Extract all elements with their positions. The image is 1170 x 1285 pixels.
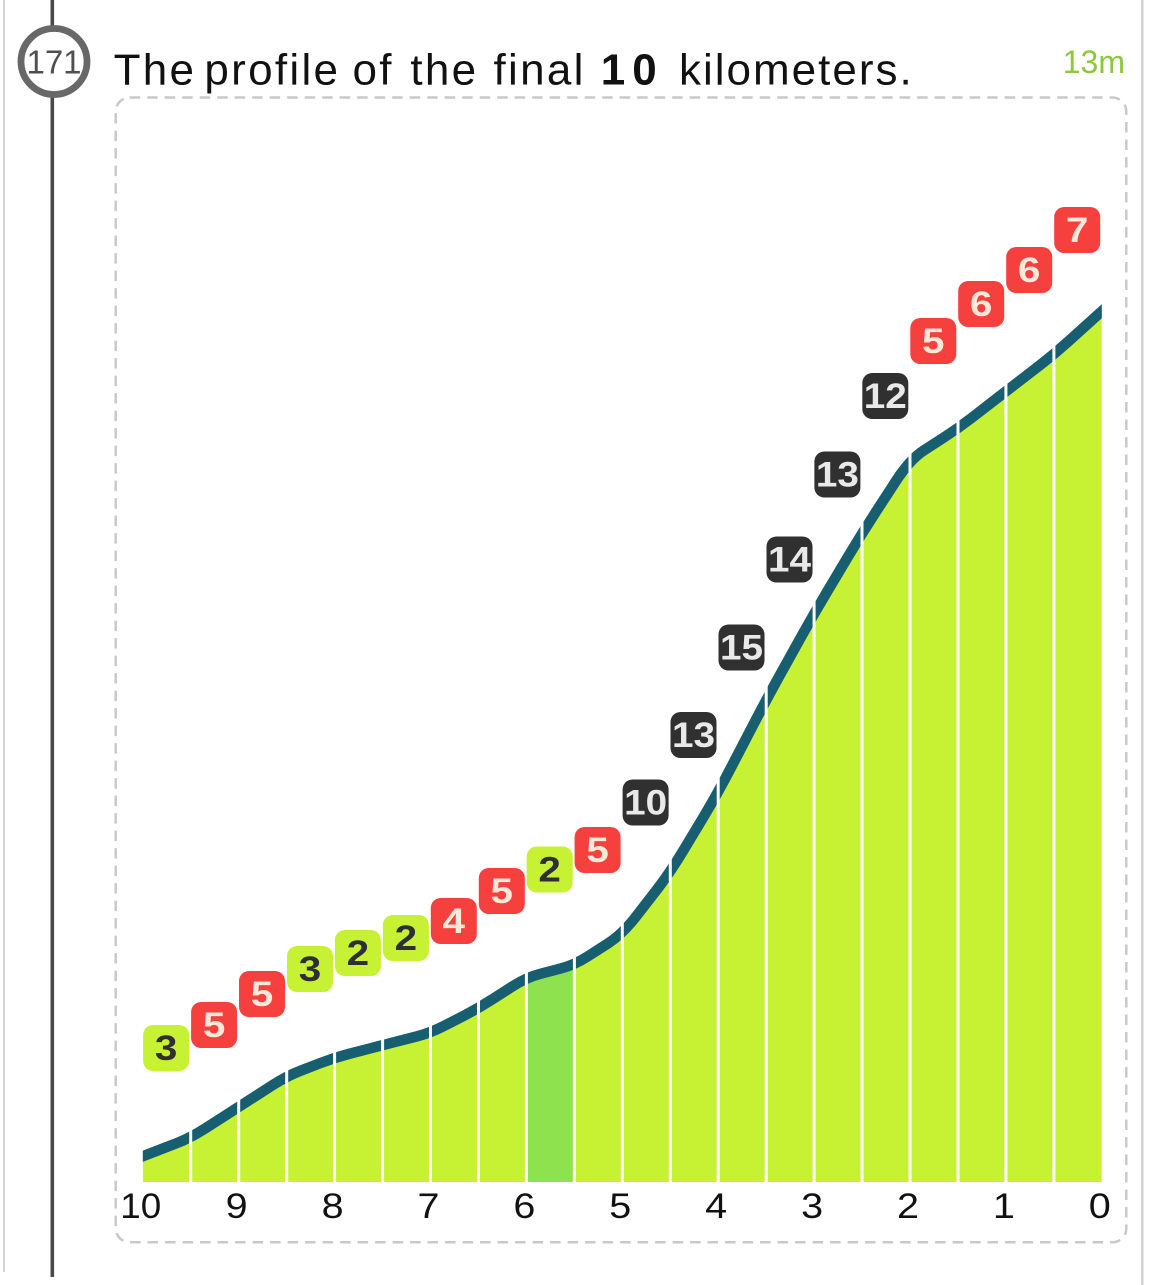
- svg-text:2: 2: [395, 919, 418, 958]
- svg-text:7: 7: [418, 1187, 440, 1226]
- svg-text:10: 10: [120, 1187, 161, 1226]
- svg-text:15: 15: [720, 629, 763, 668]
- svg-text:14: 14: [768, 541, 812, 580]
- svg-text:13m: 13m: [1063, 44, 1125, 80]
- svg-text:5: 5: [491, 872, 514, 911]
- svg-text:5: 5: [251, 975, 274, 1014]
- svg-text:3: 3: [801, 1187, 823, 1226]
- svg-text:2: 2: [347, 934, 370, 973]
- svg-text:2: 2: [538, 851, 561, 890]
- svg-text:13: 13: [816, 456, 859, 495]
- svg-text:5: 5: [203, 1006, 226, 1045]
- svg-text:4: 4: [443, 902, 466, 941]
- svg-text:12: 12: [864, 377, 907, 416]
- svg-text:5: 5: [586, 831, 609, 870]
- svg-text:6: 6: [970, 285, 993, 324]
- svg-text:0: 0: [1089, 1187, 1111, 1226]
- svg-text:171: 171: [26, 43, 81, 80]
- svg-text:3: 3: [155, 1029, 178, 1068]
- svg-text:13: 13: [672, 716, 715, 755]
- svg-text:5: 5: [922, 322, 945, 361]
- svg-text:5: 5: [609, 1187, 631, 1226]
- svg-text:1: 1: [993, 1187, 1015, 1226]
- svg-text:2: 2: [897, 1187, 919, 1226]
- svg-text:4: 4: [705, 1187, 727, 1226]
- svg-text:6: 6: [513, 1187, 535, 1226]
- svg-text:9: 9: [226, 1187, 248, 1226]
- svg-text:6: 6: [1018, 251, 1041, 290]
- svg-text:3: 3: [299, 950, 322, 989]
- svg-text:10: 10: [624, 784, 667, 823]
- svg-text:8: 8: [322, 1187, 344, 1226]
- svg-text:7: 7: [1066, 211, 1089, 250]
